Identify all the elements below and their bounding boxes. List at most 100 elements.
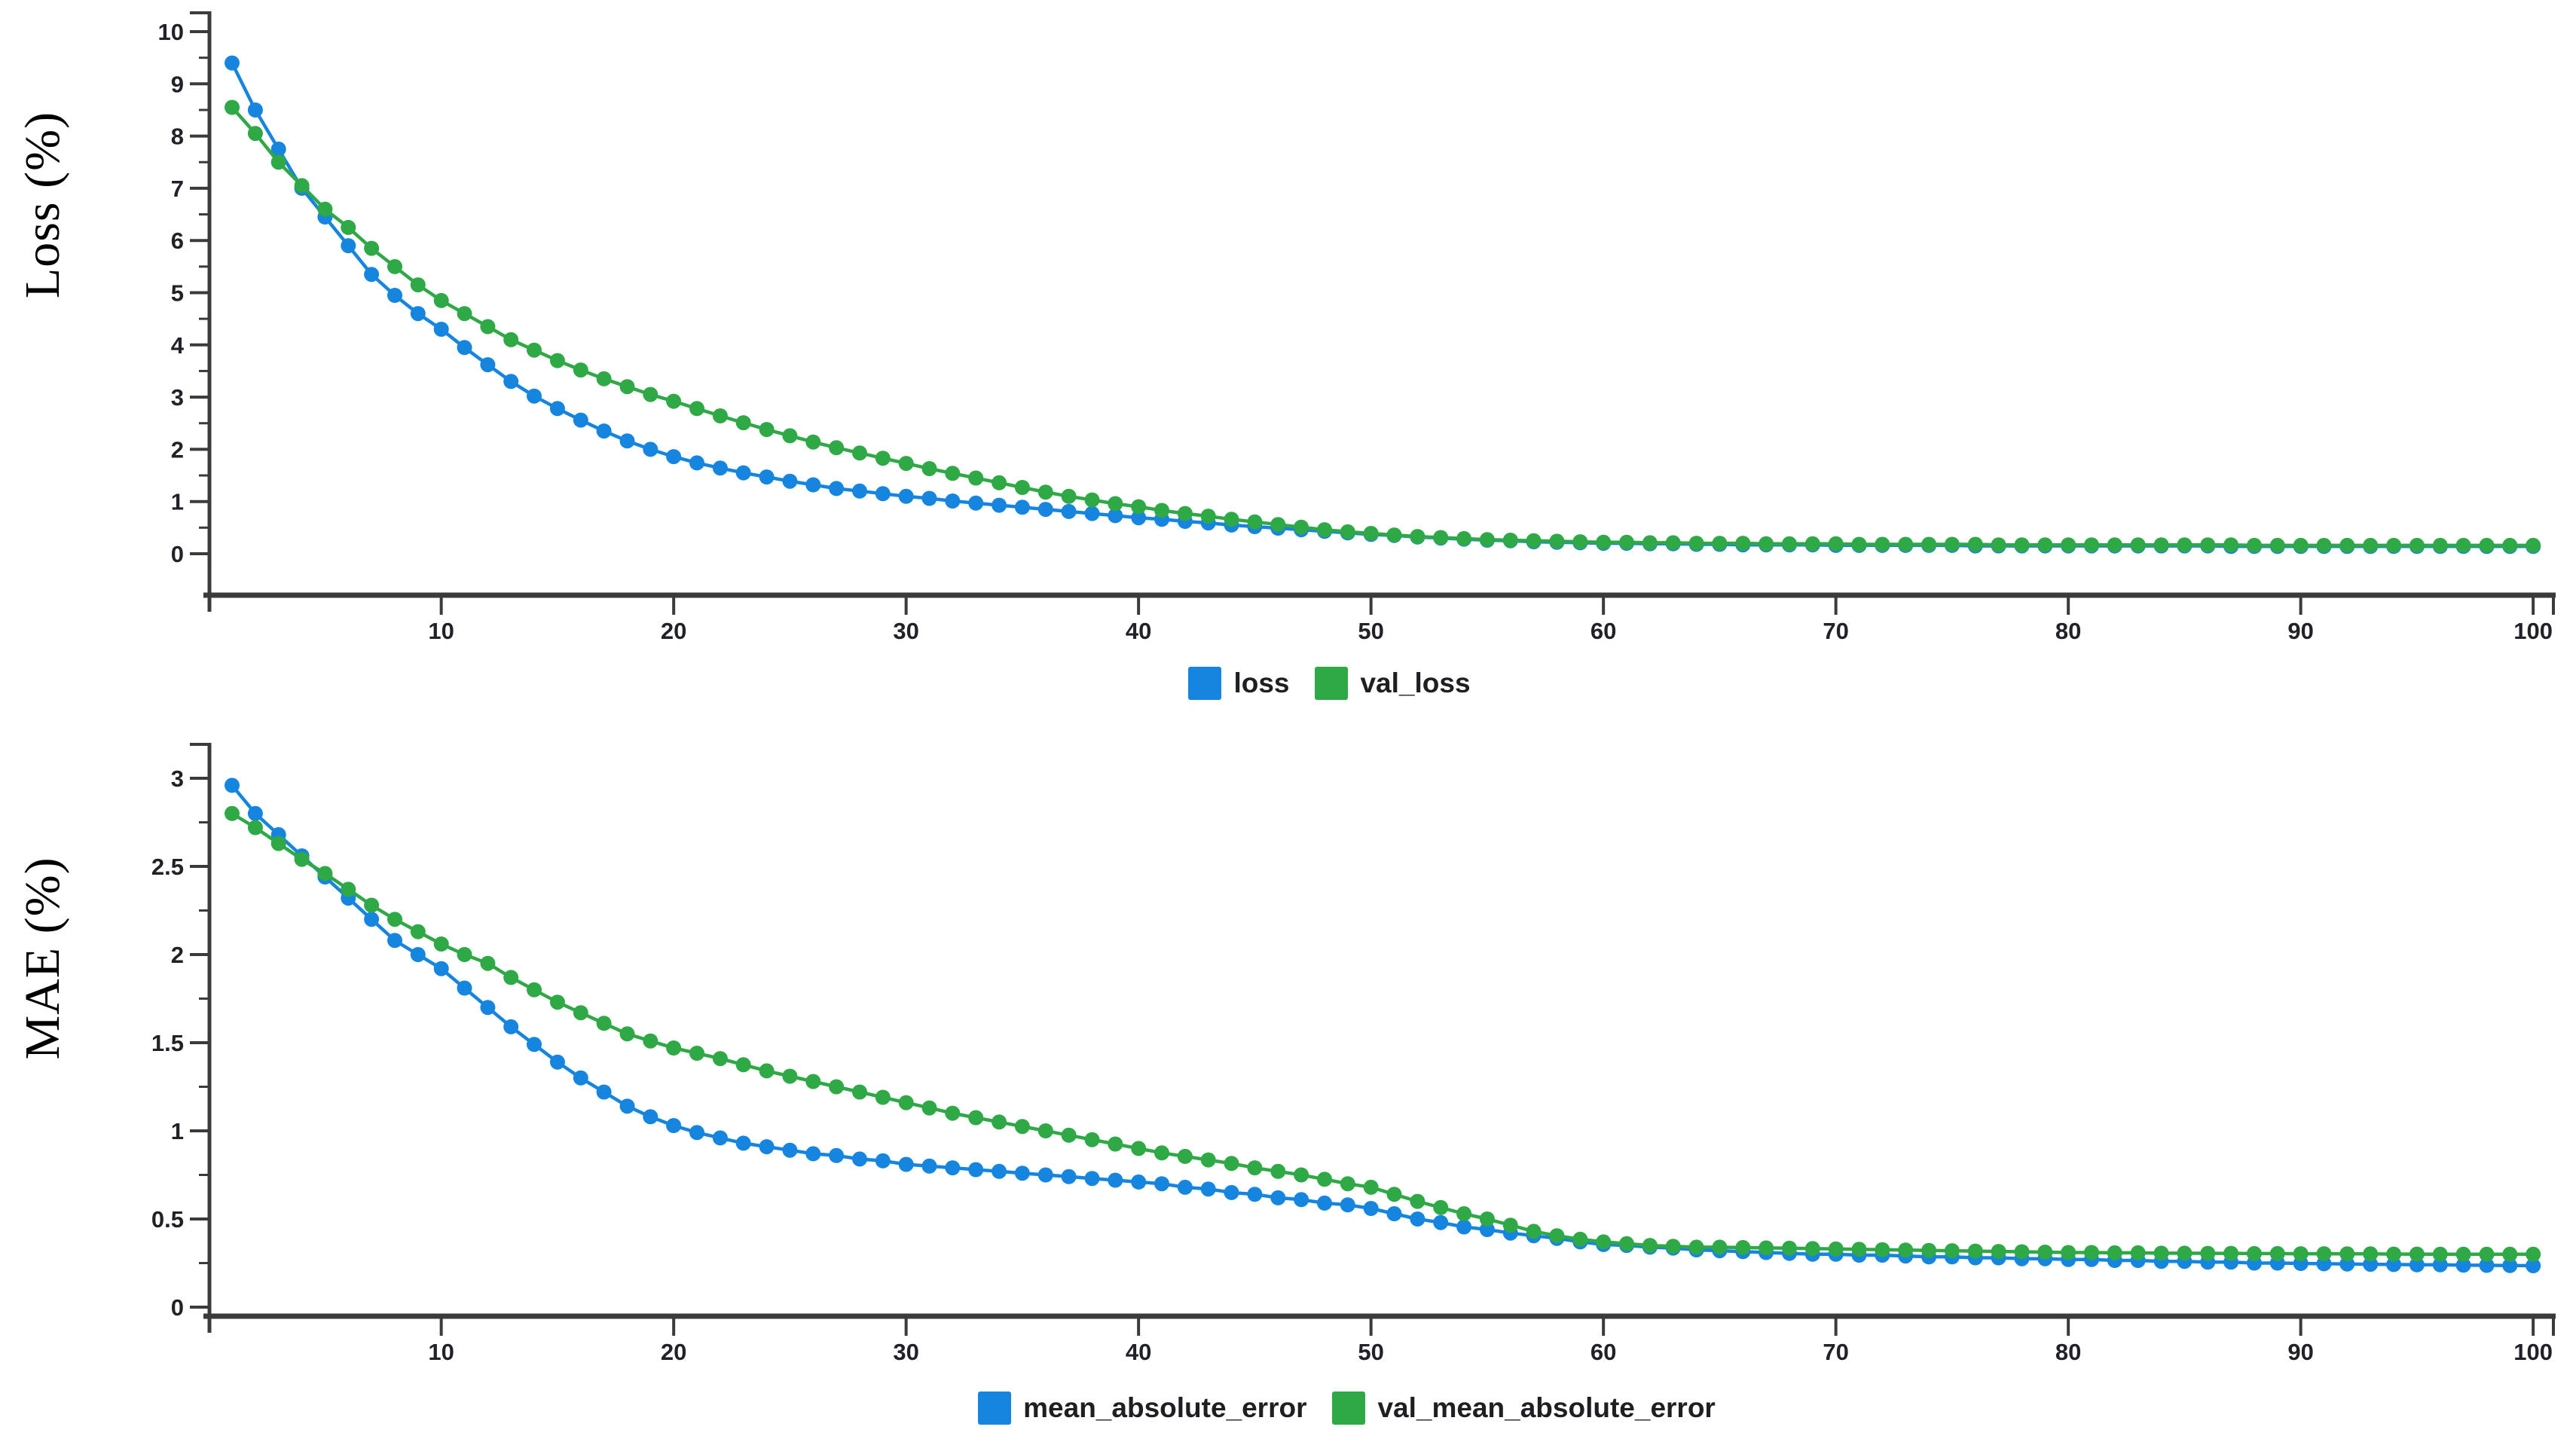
data-point — [2084, 1245, 2099, 1260]
data-point — [294, 178, 310, 194]
legend-entry-val-loss[interactable]: val_loss — [1315, 667, 1471, 700]
loss-y-axis-title: Loss (%) — [15, 111, 70, 299]
data-point — [1456, 530, 1472, 546]
data-point — [1804, 536, 1820, 551]
data-point — [2479, 537, 2495, 553]
data-point — [1735, 536, 1751, 551]
legend-entry-loss[interactable]: loss — [1188, 667, 1289, 700]
data-point — [875, 486, 891, 502]
data-point — [875, 451, 891, 466]
data-point — [1875, 1242, 1890, 1257]
val-loss-swatch — [1315, 667, 1349, 700]
data-point — [317, 866, 333, 881]
axes: 10 20 30 40 50 60 70 80 90 100 0 1 2 3 4 5 6 7 8 9 10 — [158, 11, 2556, 644]
data-point — [1061, 1127, 1077, 1143]
y-tick-label: 1 — [171, 489, 184, 515]
legend-entry-mae[interactable]: mean_absolute_error — [978, 1392, 1306, 1425]
data-point — [1084, 1132, 1100, 1147]
data-point — [759, 1063, 775, 1079]
data-point — [433, 322, 449, 337]
x-tick-label: 90 — [2287, 1339, 2313, 1365]
data-point — [573, 1005, 588, 1021]
data-point — [1665, 535, 1681, 551]
data-point — [410, 277, 426, 293]
data-point — [1735, 1239, 1751, 1255]
data-point — [968, 1162, 984, 1178]
x-tick-label: 80 — [2055, 618, 2081, 644]
data-point — [968, 495, 984, 511]
val-mae-legend-label: val_mean_absolute_error — [1377, 1392, 1716, 1423]
data-point — [829, 481, 845, 496]
data-point — [1037, 502, 1053, 518]
data-point — [992, 1163, 1007, 1179]
data-point — [364, 912, 380, 927]
x-tick-label: 100 — [2513, 618, 2553, 644]
data-point — [1224, 512, 1239, 527]
data-point — [480, 1000, 496, 1016]
data-point — [805, 1074, 821, 1089]
x-tick-label: 80 — [2055, 1339, 2081, 1365]
data-point — [2130, 537, 2146, 553]
data-point — [503, 970, 519, 985]
data-point — [2200, 1245, 2216, 1261]
data-point — [457, 980, 472, 996]
data-point — [1224, 1156, 1239, 1172]
data-point — [2014, 1244, 2030, 1260]
data-point — [619, 433, 635, 449]
data-point — [805, 434, 821, 450]
data-point — [503, 1019, 519, 1034]
data-point — [433, 936, 449, 952]
data-point — [1759, 1240, 1774, 1256]
data-point — [1037, 484, 1053, 500]
data-point — [480, 955, 496, 971]
data-point — [1596, 534, 1612, 550]
val-mae-swatch — [1332, 1392, 1366, 1425]
data-point — [2177, 537, 2193, 553]
data-point — [2432, 1246, 2448, 1262]
data-point — [2409, 537, 2425, 553]
data-point — [2107, 537, 2122, 553]
data-point — [735, 465, 751, 481]
data-point — [1619, 534, 1634, 550]
data-point — [1851, 1242, 1867, 1257]
data-point — [1084, 492, 1100, 508]
data-point — [1479, 532, 1495, 548]
data-point — [1154, 1145, 1169, 1161]
data-point — [968, 470, 984, 486]
data-point — [1061, 488, 1077, 504]
data-point — [1712, 536, 1728, 551]
data-point — [1014, 1166, 1030, 1181]
legend-entry-val-mae[interactable]: val_mean_absolute_error — [1332, 1392, 1716, 1425]
data-point — [2339, 537, 2355, 553]
data-point — [1572, 1231, 1588, 1247]
data-point — [666, 449, 682, 465]
data-point — [527, 388, 542, 404]
data-point — [898, 488, 914, 504]
data-point — [1247, 1160, 1263, 1176]
data-point — [712, 1051, 728, 1067]
data-point — [1200, 1152, 1216, 1168]
data-point — [1549, 1228, 1565, 1244]
data-point — [364, 240, 380, 256]
val-loss-legend-label: val_loss — [1360, 668, 1471, 698]
data-point — [1363, 526, 1379, 541]
series-line — [231, 784, 2534, 1268]
data-point — [1200, 1181, 1216, 1197]
data-point — [921, 1100, 937, 1116]
data-point — [782, 428, 798, 444]
data-point — [573, 1070, 588, 1086]
data-point — [294, 851, 310, 867]
data-point — [225, 778, 240, 793]
x-tick-label: 10 — [428, 618, 454, 644]
y-tick-label: 9 — [171, 71, 184, 97]
data-point — [2455, 537, 2471, 553]
data-point — [1875, 536, 1890, 552]
data-point — [247, 126, 263, 142]
data-point — [410, 947, 426, 962]
data-point — [805, 1146, 821, 1162]
data-point — [921, 461, 937, 476]
data-point — [317, 201, 333, 217]
data-point — [549, 353, 565, 368]
y-tick-label: 7 — [171, 176, 184, 202]
data-point — [1921, 1242, 1937, 1258]
